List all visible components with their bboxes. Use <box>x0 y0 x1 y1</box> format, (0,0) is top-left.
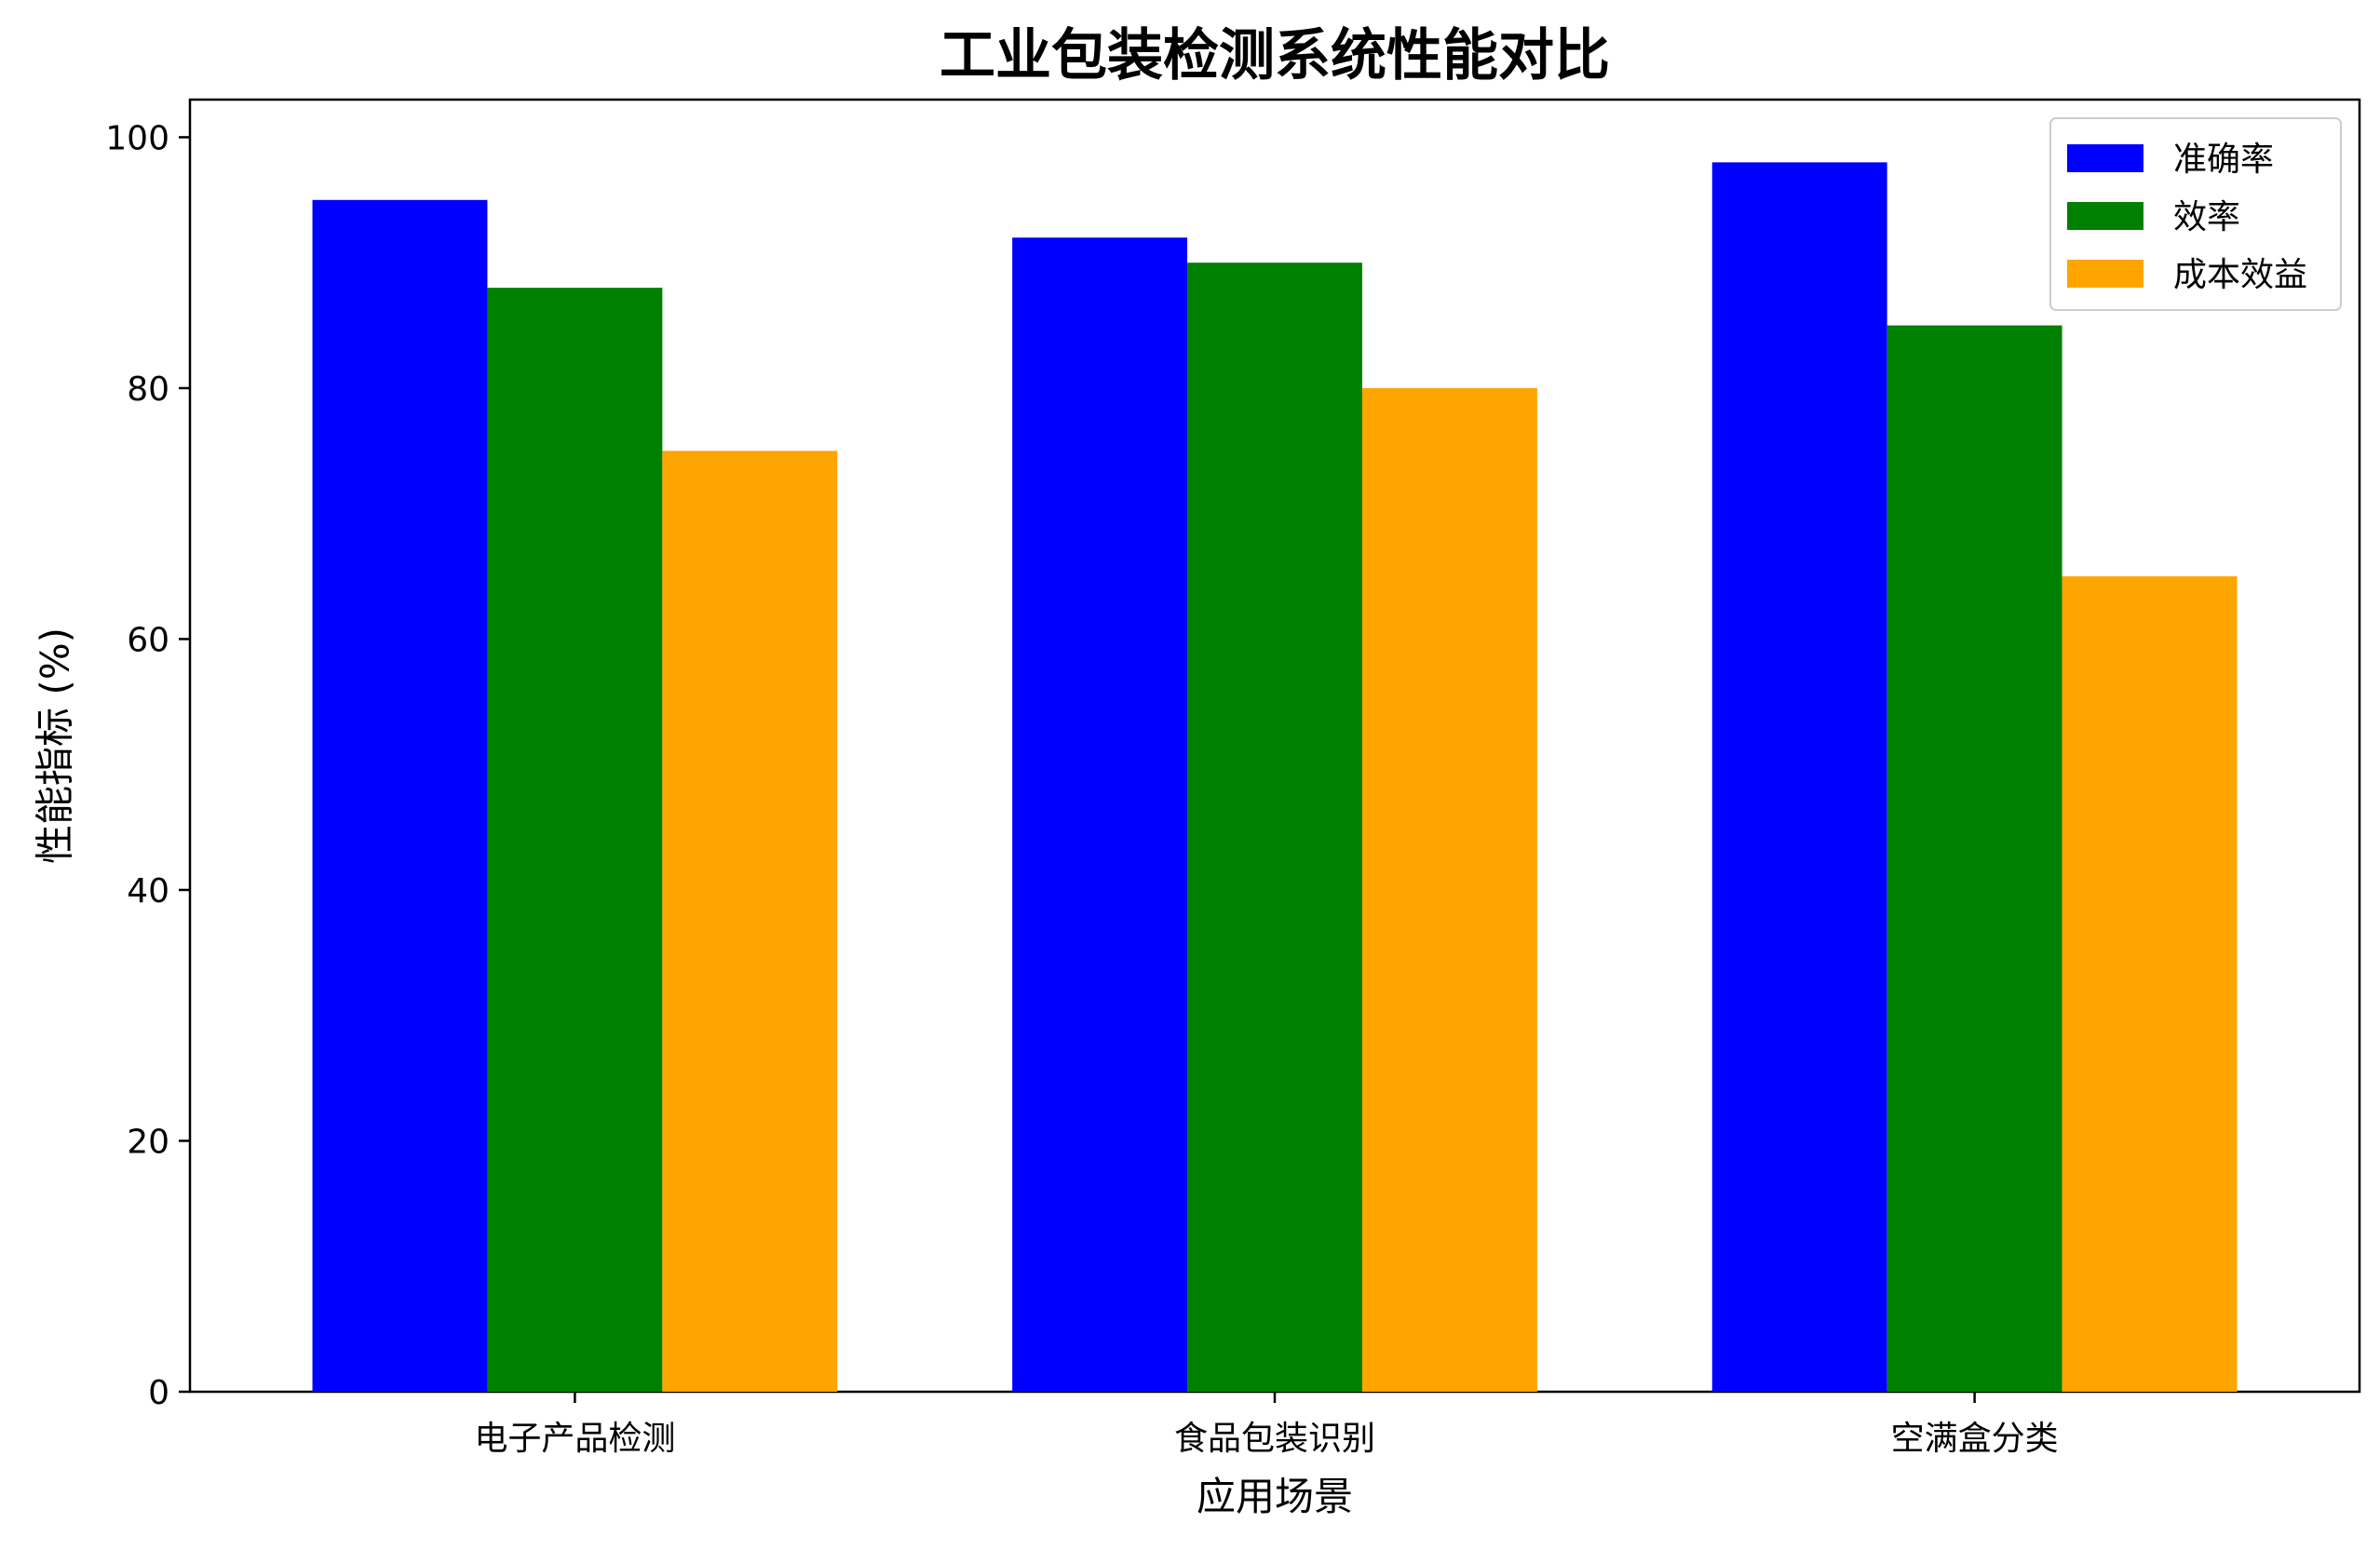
bar-3-1 <box>662 451 838 1392</box>
chart-title: 工业包装检测系统性能对比 <box>940 23 1610 88</box>
legend-label-2: 效率 <box>2173 198 2240 236</box>
x-tick-label: 电子产品检测 <box>474 1420 675 1458</box>
legend-swatch-3 <box>2067 260 2143 288</box>
x-tick-label: 食品包装识别 <box>1174 1420 1375 1458</box>
bar-1-2 <box>1012 237 1188 1392</box>
y-tick-label: 0 <box>148 1374 169 1412</box>
y-tick-label: 80 <box>127 371 169 409</box>
bar-2-2 <box>1187 263 1362 1393</box>
x-tick-label: 空满盒分类 <box>1891 1420 2059 1458</box>
y-axis-label: 性能指标 (%) <box>33 627 78 864</box>
bar-1-1 <box>312 199 488 1393</box>
bar-2-1 <box>487 288 663 1392</box>
bar-3-3 <box>2062 576 2238 1392</box>
y-tick-label: 60 <box>127 621 169 659</box>
y-tick-label: 20 <box>127 1123 169 1161</box>
legend-swatch-1 <box>2067 144 2143 172</box>
y-tick-label: 100 <box>105 119 169 157</box>
y-axis: 0 20 40 60 80 100 <box>105 119 190 1412</box>
legend-label-1: 准确率 <box>2173 141 2274 179</box>
bar-3-2 <box>1361 387 1537 1392</box>
bar-2-3 <box>1886 325 2062 1392</box>
y-tick-label: 40 <box>127 872 169 910</box>
bars-layer <box>312 162 2238 1393</box>
legend-label-3: 成本效益 <box>2173 256 2307 294</box>
x-axis-label: 应用场景 <box>1197 1474 1353 1519</box>
x-axis: 电子产品检测 食品包装识别 空满盒分类 <box>474 1392 2059 1458</box>
bar-1-3 <box>1711 162 1887 1392</box>
legend-swatch-2 <box>2067 202 2143 230</box>
